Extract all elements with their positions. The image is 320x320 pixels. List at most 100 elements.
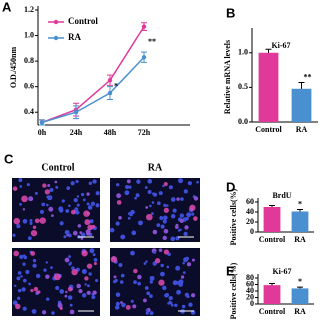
nucleus: [55, 285, 60, 291]
y-axis-label: Relative mRNA levels: [223, 40, 232, 114]
panel-label: C: [4, 151, 14, 166]
nucleus: [142, 298, 147, 303]
stain: [189, 204, 196, 211]
nucleus: [81, 293, 87, 298]
nucleus: [160, 224, 165, 229]
nucleus: [125, 184, 130, 190]
nucleus: [149, 294, 153, 299]
nucleus: [39, 209, 44, 214]
marker: [107, 78, 113, 83]
nucleus: [64, 257, 70, 263]
y-axis-label: O.D./450nm: [9, 47, 18, 89]
y-tick-label: 20: [246, 292, 254, 301]
nucleus: [175, 225, 179, 229]
legend-marker: [53, 35, 59, 41]
nucleus: [170, 213, 176, 219]
chart-title: BrdU: [272, 191, 291, 200]
stain: [163, 207, 169, 213]
nucleus: [59, 289, 65, 294]
stain: [81, 250, 88, 257]
nucleus: [153, 250, 157, 254]
nucleus: [74, 207, 79, 212]
annotation: **: [304, 72, 312, 81]
nucleus: [90, 201, 96, 206]
stain: [158, 279, 165, 286]
nucleus: [133, 280, 137, 285]
stain: [70, 209, 76, 215]
nucleus: [28, 196, 34, 202]
nucleus: [16, 276, 21, 281]
nucleus: [19, 255, 23, 258]
nucleus: [47, 197, 50, 201]
nucleus: [47, 183, 51, 187]
y-tick-label: 0.8: [24, 56, 34, 65]
nucleus: [16, 224, 21, 229]
nucleus: [164, 293, 169, 298]
nucleus: [45, 274, 50, 279]
nucleus: [151, 201, 155, 204]
stain: [116, 200, 122, 205]
nucleus: [95, 203, 100, 208]
y-tick-label: 1.0: [24, 30, 34, 39]
nucleus: [17, 271, 22, 275]
nucleus: [169, 301, 173, 305]
nucleus: [157, 201, 161, 206]
x-tick-label: 72h: [138, 128, 151, 137]
stain: [67, 286, 73, 292]
nucleus: [152, 229, 158, 235]
nucleus: [116, 193, 122, 199]
nucleus: [65, 209, 70, 213]
nucleus: [89, 248, 95, 254]
nucleus: [35, 273, 41, 279]
legend-label: Control: [68, 16, 98, 26]
nucleus: [86, 202, 90, 206]
nucleus: [168, 295, 173, 301]
nucleus: [31, 309, 37, 314]
nucleus: [68, 204, 71, 208]
stain: [163, 181, 168, 187]
nucleus: [88, 181, 93, 185]
nucleus: [59, 221, 64, 226]
nucleus: [190, 293, 196, 298]
nucleus: [179, 213, 184, 218]
nucleus: [18, 178, 23, 183]
stain: [33, 286, 39, 292]
nucleus: [22, 278, 27, 283]
nucleus: [185, 216, 189, 221]
nucleus: [162, 285, 167, 291]
nucleus: [149, 204, 152, 208]
nucleus: [64, 294, 68, 298]
nucleus: [145, 206, 149, 209]
y-tick-label: 0.0: [238, 117, 248, 126]
nucleus: [187, 181, 192, 186]
nucleus: [186, 262, 192, 267]
stain: [13, 250, 20, 257]
panel-label: A: [2, 0, 12, 14]
nucleus: [72, 230, 78, 236]
nucleus: [162, 184, 165, 188]
nucleus: [19, 185, 23, 188]
nucleus: [182, 271, 186, 274]
marker: [39, 120, 45, 125]
nucleus: [174, 303, 178, 307]
nucleus: [84, 283, 87, 286]
nucleus: [16, 296, 21, 300]
nucleus: [87, 205, 93, 210]
nucleus: [144, 286, 149, 290]
nucleus: [21, 287, 26, 292]
nucleus: [85, 229, 91, 235]
nucleus: [130, 299, 134, 303]
nucleus: [69, 261, 73, 265]
nucleus: [22, 262, 26, 266]
nucleus: [145, 311, 149, 315]
nucleus: [66, 186, 71, 190]
nucleus: [69, 309, 75, 315]
nucleus: [86, 290, 91, 295]
nucleus: [70, 181, 75, 186]
nucleus: [27, 236, 32, 241]
stain: [39, 217, 46, 224]
nucleus: [126, 179, 131, 184]
nucleus: [22, 218, 28, 224]
nucleus: [124, 190, 130, 196]
stain: [13, 217, 21, 225]
